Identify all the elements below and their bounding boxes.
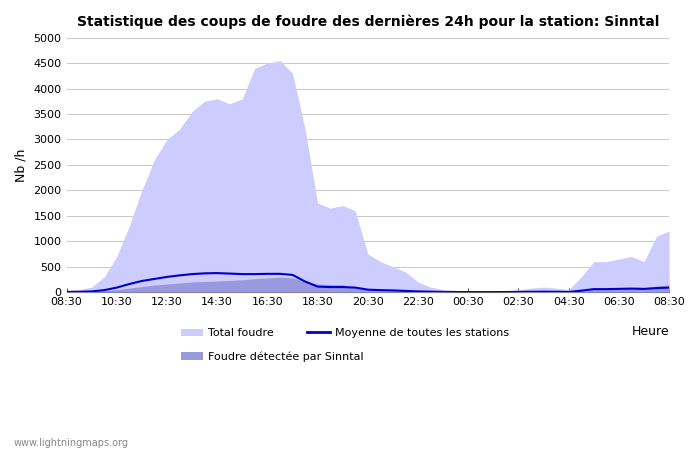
Title: Statistique des coups de foudre des dernières 24h pour la station: Sinntal: Statistique des coups de foudre des dern…: [76, 15, 659, 30]
Text: Heure: Heure: [631, 325, 669, 338]
Legend: Foudre détectée par Sinntal: Foudre détectée par Sinntal: [181, 351, 364, 362]
Y-axis label: Nb /h: Nb /h: [15, 148, 28, 182]
Text: www.lightningmaps.org: www.lightningmaps.org: [14, 438, 129, 448]
